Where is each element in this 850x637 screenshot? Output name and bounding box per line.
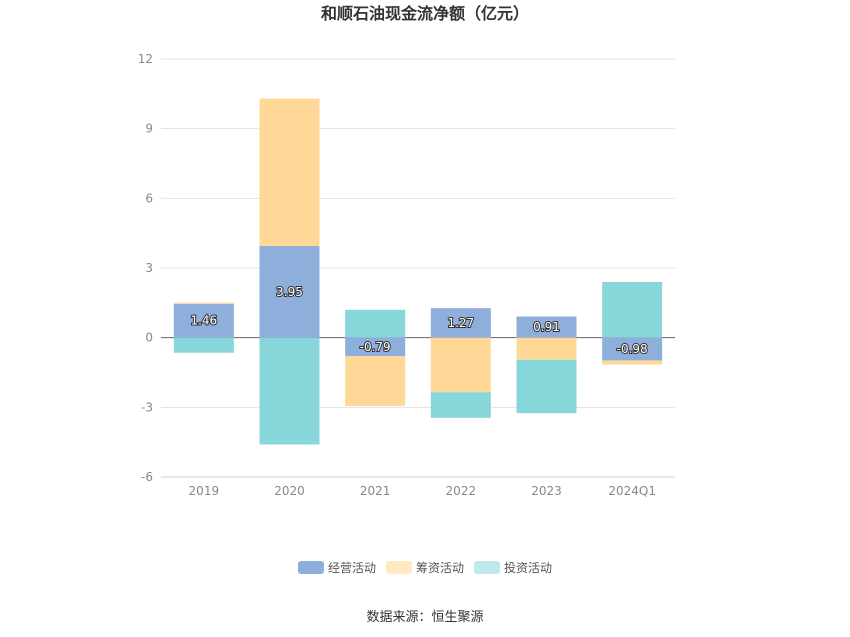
x-tick-label: 2022 (446, 484, 477, 498)
y-tick-label: 9 (145, 122, 153, 136)
data-label: 1.46 (190, 314, 217, 328)
y-tick-label: 0 (145, 331, 153, 345)
x-tick-label: 2020 (274, 484, 305, 498)
legend-swatch (298, 561, 324, 574)
bar-segment (173, 303, 234, 338)
bar-segment (345, 309, 406, 338)
y-tick-label: 12 (138, 52, 153, 66)
bar-segment (259, 337, 320, 445)
x-tick-label: 2021 (360, 484, 391, 498)
data-label: 0.91 (533, 320, 560, 334)
axes: 12 9 6 3 0 -3 -6 2019 2020 2021 2022 2023 2024Q1 (138, 52, 675, 498)
legend-label: 经营活动 (328, 561, 376, 575)
source-note: 数据来源：恒生聚源 (366, 610, 483, 625)
bar-segment (430, 337, 491, 393)
bar-segment (173, 337, 234, 353)
data-label: -0.79 (360, 340, 391, 354)
grid (161, 58, 675, 478)
bar-segment (602, 360, 663, 365)
chart-title: 和顺石油现金流净额（亿元） (321, 4, 529, 23)
legend-swatch (474, 561, 500, 574)
bars (173, 98, 663, 445)
data-label: -0.98 (617, 342, 648, 356)
bar-segment (516, 359, 577, 414)
bar-segment (345, 356, 406, 406)
bar-segment (430, 308, 491, 338)
y-tick-label: -3 (141, 400, 153, 414)
legend: 经营活动 筹资活动 投资活动 (298, 560, 552, 575)
x-tick-label: 2024Q1 (608, 484, 656, 498)
legend-label: 投资活动 (504, 560, 552, 575)
x-tick-label: 2019 (189, 484, 220, 498)
data-labels: 1.46 3.95 -0.79 1.27 0.91 -0.98 (189, 284, 648, 357)
bar-segment (259, 245, 320, 338)
bar-segment (345, 337, 406, 357)
bar-segment (516, 337, 577, 360)
bar-segment (602, 281, 663, 338)
y-tick-label: -6 (141, 470, 153, 484)
bar-segment (516, 316, 577, 338)
y-tick-label: 3 (145, 261, 153, 275)
legend-swatch (386, 561, 412, 574)
bar-segment (173, 302, 234, 304)
data-label: 3.95 (276, 285, 303, 299)
bar-segment (602, 337, 663, 361)
bar-segment (259, 98, 320, 246)
x-tick-label: 2023 (531, 484, 562, 498)
data-label: 1.27 (447, 316, 474, 330)
y-tick-label: 6 (145, 191, 153, 205)
bar-segment (430, 392, 491, 418)
legend-label: 筹资活动 (416, 561, 464, 575)
